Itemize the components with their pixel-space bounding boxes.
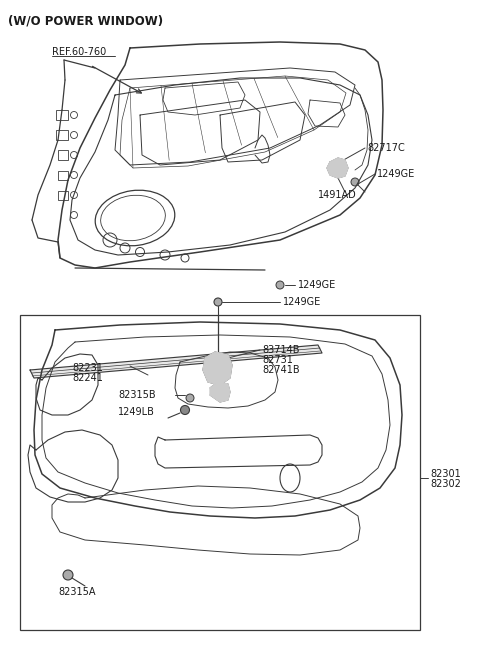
Text: 1249GE: 1249GE xyxy=(283,297,321,307)
Text: 82315B: 82315B xyxy=(118,390,156,400)
Text: 82302: 82302 xyxy=(430,479,461,489)
Circle shape xyxy=(214,298,222,306)
Text: 82741B: 82741B xyxy=(262,365,300,375)
Text: 1249GE: 1249GE xyxy=(298,280,336,290)
Circle shape xyxy=(180,405,190,415)
Circle shape xyxy=(186,394,194,402)
Text: 82301: 82301 xyxy=(430,469,461,479)
Bar xyxy=(20,315,420,630)
Text: (W/O POWER WINDOW): (W/O POWER WINDOW) xyxy=(8,14,163,27)
Text: 1249LB: 1249LB xyxy=(118,407,155,417)
Polygon shape xyxy=(327,158,348,178)
Circle shape xyxy=(276,281,284,289)
Text: REF.60-760: REF.60-760 xyxy=(52,47,106,57)
Text: 83714B: 83714B xyxy=(262,345,300,355)
Bar xyxy=(56,110,68,120)
Circle shape xyxy=(63,570,73,580)
Text: 1249GE: 1249GE xyxy=(377,169,415,179)
Bar xyxy=(58,150,68,160)
Text: 1491AD: 1491AD xyxy=(318,190,357,200)
Bar xyxy=(56,130,68,140)
Text: 82731: 82731 xyxy=(262,355,293,365)
Polygon shape xyxy=(210,382,230,402)
Text: 82241: 82241 xyxy=(72,373,103,383)
Circle shape xyxy=(351,178,359,186)
Bar xyxy=(58,191,68,200)
Text: 82231: 82231 xyxy=(72,363,103,373)
Polygon shape xyxy=(30,345,322,378)
Polygon shape xyxy=(203,352,232,385)
Text: 82315A: 82315A xyxy=(58,587,96,597)
Bar xyxy=(58,170,68,179)
Text: 82717C: 82717C xyxy=(367,143,405,153)
